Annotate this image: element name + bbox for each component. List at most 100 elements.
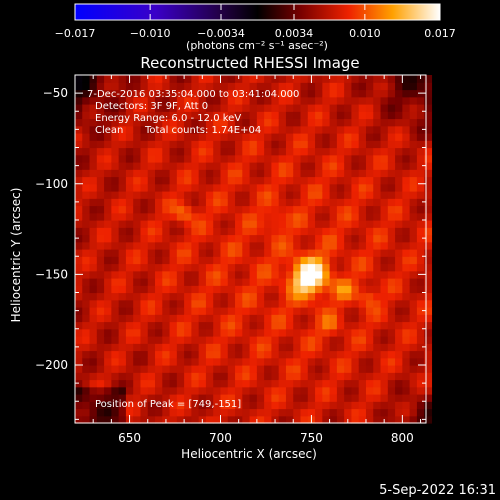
heatmap-cell bbox=[198, 234, 207, 243]
heatmap-cell bbox=[387, 350, 396, 359]
heatmap-cell bbox=[133, 350, 142, 359]
heatmap-cell bbox=[162, 183, 171, 192]
heatmap-cell bbox=[198, 249, 207, 257]
heatmap-cell bbox=[315, 249, 323, 257]
heatmap-cell bbox=[307, 278, 316, 286]
heatmap-cell bbox=[256, 386, 265, 395]
heatmap-cell bbox=[264, 241, 273, 250]
heatmap-cell bbox=[162, 169, 171, 178]
heatmap-cell bbox=[409, 125, 418, 134]
heatmap-cell bbox=[365, 365, 374, 373]
heatmap-cell bbox=[104, 212, 112, 221]
heatmap-cell bbox=[351, 212, 360, 221]
heatmap-cell bbox=[89, 299, 98, 308]
heatmap-cell bbox=[176, 372, 185, 381]
heatmap-cell bbox=[365, 241, 374, 250]
heatmap-cell bbox=[322, 89, 331, 98]
heatmap-cell bbox=[278, 198, 287, 207]
heatmap-cell bbox=[104, 140, 112, 149]
heatmap-cell bbox=[249, 379, 258, 388]
heatmap-cell bbox=[235, 104, 243, 112]
heatmap-cell bbox=[395, 118, 403, 127]
heatmap-cell bbox=[75, 394, 83, 402]
heatmap-cell bbox=[315, 415, 323, 424]
heatmap-cell bbox=[402, 227, 411, 236]
heatmap-cell bbox=[104, 401, 112, 410]
heatmap-cell bbox=[307, 336, 316, 344]
heatmap-cell bbox=[249, 75, 258, 83]
heatmap-cell bbox=[205, 96, 214, 105]
heatmap-cell bbox=[191, 365, 200, 373]
heatmap-cell bbox=[264, 343, 273, 352]
heatmap-cell bbox=[111, 212, 120, 221]
heatmap-cell bbox=[373, 336, 382, 344]
heatmap-cell bbox=[162, 212, 171, 221]
heatmap-cell bbox=[256, 227, 265, 236]
heatmap-cell bbox=[373, 191, 382, 199]
heatmap-cell bbox=[329, 350, 338, 359]
heatmap-cell bbox=[96, 285, 105, 294]
heatmap-cell bbox=[322, 372, 331, 381]
heatmap-cell bbox=[111, 386, 120, 395]
heatmap-cell bbox=[380, 82, 389, 91]
heatmap-cell bbox=[191, 125, 200, 134]
heatmap-cell bbox=[365, 205, 374, 214]
heatmap-cell bbox=[249, 111, 258, 120]
heatmap-cell bbox=[358, 379, 367, 388]
heatmap-cell bbox=[293, 408, 302, 417]
heatmap-cell bbox=[162, 220, 171, 228]
heatmap-cell bbox=[184, 162, 192, 170]
heatmap-cell bbox=[89, 365, 98, 373]
heatmap-cell bbox=[293, 104, 302, 112]
heatmap-cell bbox=[184, 307, 192, 315]
heatmap-cell bbox=[249, 234, 258, 243]
heatmap-cell bbox=[169, 336, 178, 344]
heatmap-cell bbox=[351, 394, 360, 402]
heatmap-cell bbox=[424, 234, 433, 243]
heatmap-cell bbox=[191, 169, 200, 178]
heatmap-cell bbox=[271, 154, 280, 163]
heatmap-cell bbox=[351, 386, 360, 395]
heatmap-cell bbox=[300, 133, 309, 141]
heatmap-cell bbox=[329, 256, 338, 265]
heatmap-cell bbox=[256, 140, 265, 149]
heatmap-cell bbox=[358, 89, 367, 98]
heatmap-cell bbox=[307, 176, 316, 185]
heatmap-cell bbox=[402, 401, 411, 410]
heatmap-cell bbox=[89, 176, 98, 185]
heatmap-cell bbox=[82, 263, 91, 272]
heatmap-cell bbox=[365, 147, 374, 156]
heatmap-cell bbox=[307, 169, 316, 178]
heatmap-cell bbox=[82, 256, 91, 265]
heatmap-cell bbox=[111, 350, 120, 359]
heatmap-cell bbox=[140, 227, 149, 236]
heatmap-cell bbox=[140, 307, 149, 315]
heatmap-cell bbox=[416, 379, 425, 388]
heatmap-cell bbox=[315, 394, 323, 402]
heatmap-cell bbox=[402, 162, 411, 170]
heatmap-cell bbox=[278, 75, 287, 83]
heatmap-cell bbox=[256, 394, 265, 402]
heatmap-cell bbox=[111, 372, 120, 381]
heatmap-cell bbox=[176, 125, 185, 134]
heatmap-cell bbox=[344, 140, 353, 149]
heatmap-cell bbox=[416, 292, 425, 301]
heatmap-cell bbox=[162, 321, 171, 330]
heatmap-cell bbox=[271, 256, 280, 265]
heatmap-cell bbox=[184, 75, 192, 83]
heatmap-cell bbox=[387, 104, 396, 112]
heatmap-cell bbox=[118, 263, 127, 272]
heatmap-cell bbox=[162, 328, 171, 337]
heatmap-cell bbox=[198, 386, 207, 395]
heatmap-cell bbox=[300, 191, 309, 199]
heatmap-cell bbox=[191, 336, 200, 344]
heatmap-cell bbox=[133, 205, 142, 214]
heatmap-cell bbox=[351, 263, 360, 272]
heatmap-cell bbox=[300, 89, 309, 98]
heatmap-cell bbox=[220, 343, 229, 352]
heatmap-cell bbox=[256, 249, 265, 257]
heatmap-cell bbox=[227, 154, 236, 163]
heatmap-cell bbox=[285, 133, 294, 141]
heatmap-cell bbox=[344, 241, 353, 250]
heatmap-cell bbox=[380, 379, 389, 388]
